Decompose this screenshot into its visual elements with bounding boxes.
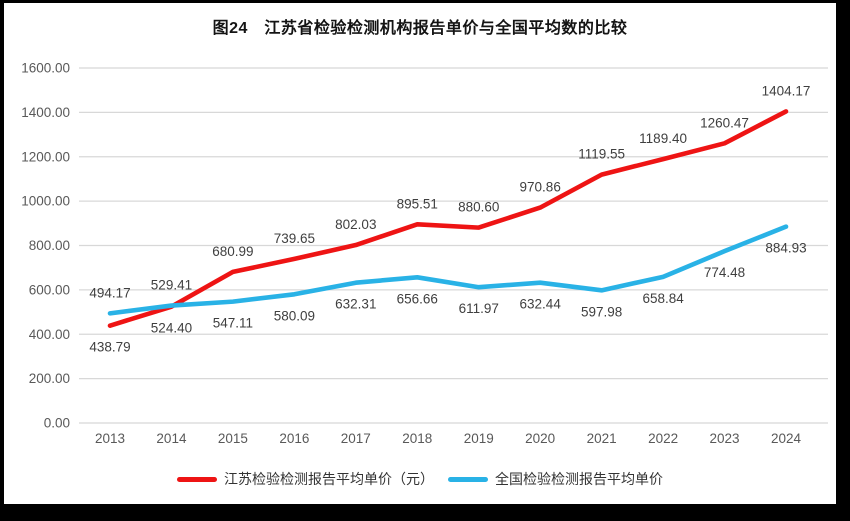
y-axis-tick-label: 1600.00 bbox=[21, 61, 70, 76]
data-label-series-1: 547.11 bbox=[213, 316, 253, 331]
x-axis-tick-label: 2022 bbox=[648, 431, 678, 446]
y-axis-tick-label: 800.00 bbox=[29, 238, 70, 253]
legend-line-national-icon bbox=[448, 476, 488, 482]
data-label-series-0: 739.65 bbox=[274, 231, 315, 246]
data-label-series-1: 632.44 bbox=[520, 297, 562, 312]
data-label-series-1: 597.98 bbox=[581, 304, 622, 319]
data-label-series-0: 895.51 bbox=[397, 196, 438, 211]
x-axis-tick-label: 2017 bbox=[341, 431, 371, 446]
data-label-series-0: 802.03 bbox=[335, 217, 376, 232]
x-axis-tick-label: 2021 bbox=[587, 431, 617, 446]
x-axis-tick-label: 2018 bbox=[402, 431, 432, 446]
x-axis-tick-label: 2013 bbox=[95, 431, 125, 446]
x-axis-tick-label: 2014 bbox=[156, 431, 187, 446]
legend-line-jiangsu-icon bbox=[177, 476, 217, 482]
data-label-series-0: 1189.40 bbox=[639, 131, 687, 146]
legend-label-national: 全国检验检测报告平均单价 bbox=[495, 471, 663, 487]
chart-legend: 江苏检验检测报告平均单价（元） 全国检验检测报告平均单价 bbox=[4, 469, 836, 489]
chart-title: 图24 江苏省检验检测机构报告单价与全国平均数的比较 bbox=[212, 20, 628, 37]
data-label-series-0: 524.40 bbox=[151, 321, 192, 336]
data-label-series-1: 884.93 bbox=[765, 241, 806, 256]
y-axis-tick-label: 0.00 bbox=[44, 416, 70, 431]
data-label-series-0: 438.79 bbox=[89, 340, 130, 355]
legend-item-national: 全国检验检测报告平均单价 bbox=[448, 469, 663, 489]
y-axis-tick-label: 1400.00 bbox=[21, 105, 70, 120]
data-label-series-1: 658.84 bbox=[642, 291, 684, 306]
data-label-series-1: 494.17 bbox=[89, 285, 130, 300]
y-axis-tick-label: 600.00 bbox=[29, 282, 70, 297]
x-axis-tick-label: 2019 bbox=[464, 431, 494, 446]
x-axis-tick-label: 2023 bbox=[710, 431, 740, 446]
data-label-series-1: 774.48 bbox=[704, 265, 745, 280]
series-line-1 bbox=[107, 224, 789, 316]
document-page: 图24 江苏省检验检测机构报告单价与全国平均数的比较 0.00 200.00 400… bbox=[4, 3, 836, 504]
legend-label-jiangsu: 江苏检验检测报告平均单价（元） bbox=[224, 471, 434, 487]
data-label-series-0: 880.60 bbox=[458, 200, 499, 215]
series-line-0 bbox=[107, 109, 789, 328]
x-axis-tick-label: 2020 bbox=[525, 431, 555, 446]
data-label-series-0: 1404.17 bbox=[762, 83, 811, 98]
data-label-series-1: 611.97 bbox=[459, 301, 499, 316]
data-label-series-0: 1119.55 bbox=[578, 147, 625, 162]
x-axis-tick-label: 2024 bbox=[771, 431, 802, 446]
data-label-series-1: 632.31 bbox=[335, 297, 376, 312]
y-axis-tick-label: 1200.00 bbox=[21, 149, 70, 164]
x-axis-tick-label: 2015 bbox=[218, 431, 248, 446]
data-label-series-1: 529.41 bbox=[151, 278, 192, 293]
y-axis-tick-label: 400.00 bbox=[29, 327, 70, 342]
data-label-series-1: 656.66 bbox=[397, 291, 438, 306]
data-label-series-0: 680.99 bbox=[212, 244, 253, 259]
y-axis-tick-label: 200.00 bbox=[29, 371, 70, 386]
legend-item-jiangsu: 江苏检验检测报告平均单价（元） bbox=[177, 469, 434, 489]
data-label-series-1: 580.09 bbox=[274, 308, 315, 323]
line-chart-plot-area: 0.00 200.00 400.00 600.00 800.00 1000.00 1200.… bbox=[21, 61, 828, 446]
x-axis-tick-label: 2016 bbox=[279, 431, 309, 446]
data-label-series-0: 1260.47 bbox=[700, 115, 749, 130]
data-label-series-0: 970.86 bbox=[520, 180, 561, 195]
y-axis-tick-label: 1000.00 bbox=[21, 194, 70, 209]
